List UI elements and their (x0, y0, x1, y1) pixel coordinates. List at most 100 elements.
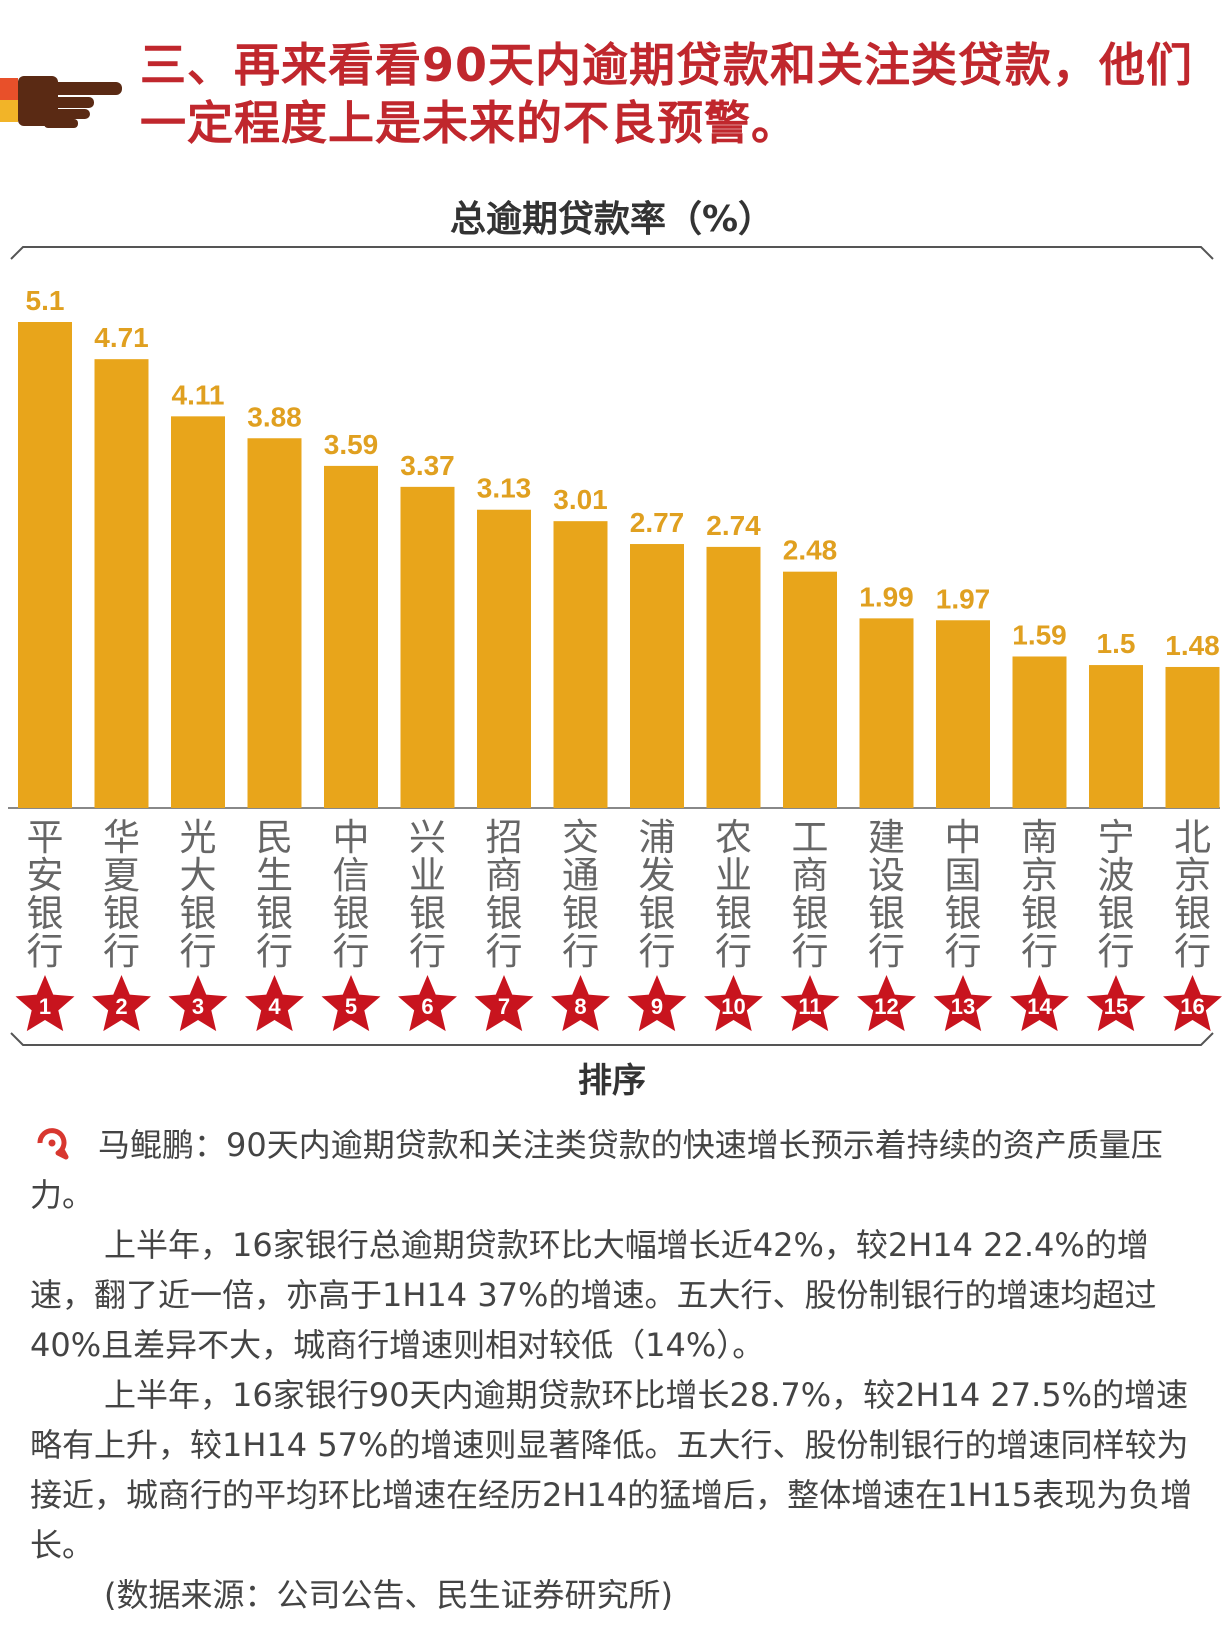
rank-star-icon-2 (92, 975, 151, 1032)
svg-text:大: 大 (180, 854, 217, 897)
svg-text:行: 行 (639, 930, 676, 973)
rank-star-icon-11 (780, 975, 840, 1032)
svg-text:北: 北 (1174, 816, 1211, 859)
svg-text:商: 商 (486, 854, 523, 897)
bar-2 (94, 359, 149, 808)
svg-text:南: 南 (1021, 816, 1058, 859)
svg-text:中: 中 (945, 816, 982, 859)
svg-text:行: 行 (792, 930, 829, 973)
commentary: 马鲲鹏：90天内逾期贷款和关注类贷款的快速增长预示着持续的资产质量压力。 上半年… (30, 1120, 1200, 1620)
value-label-9: 2.77 (630, 507, 685, 538)
value-label-5: 3.59 (324, 429, 379, 460)
rank-star-icon-15 (1086, 975, 1146, 1032)
svg-text:行: 行 (1174, 930, 1211, 973)
rank-star-icon-10 (704, 975, 763, 1032)
bar-9 (630, 544, 684, 808)
paragraph-1: 上半年，16家银行总逾期贷款环比大幅增长近42%，较2H14 22.4%的增速，… (30, 1226, 1157, 1364)
svg-text:银: 银 (868, 892, 905, 935)
rank-star-icon-13 (933, 975, 993, 1032)
bar-6 (400, 486, 455, 808)
bar-13 (936, 620, 990, 808)
svg-text:银: 银 (409, 892, 446, 935)
svg-text:行: 行 (715, 930, 752, 973)
value-label-11: 2.48 (783, 535, 838, 566)
svg-text:行: 行 (409, 930, 446, 973)
value-label-2: 4.71 (94, 322, 149, 353)
rank-number-16: 16 (1180, 994, 1204, 1019)
value-label-8: 3.01 (553, 484, 608, 515)
rank-star-icon-14 (1010, 975, 1069, 1032)
bar-12 (859, 618, 914, 808)
svg-text:建: 建 (868, 816, 905, 859)
header: 三、再来看看90天内逾期贷款和关注类贷款，他们一定程度上是未来的不良预警。 (0, 0, 1224, 175)
svg-text:银: 银 (1098, 892, 1135, 935)
value-label-16: 1.48 (1165, 630, 1220, 661)
svg-text:平: 平 (27, 816, 64, 859)
value-label-13: 1.97 (936, 583, 991, 614)
rank-number-10: 10 (721, 994, 745, 1019)
svg-text:行: 行 (868, 930, 905, 973)
svg-text:业: 业 (409, 854, 446, 897)
value-label-4: 3.88 (247, 401, 302, 432)
svg-text:银: 银 (27, 892, 64, 935)
rank-number-9: 9 (651, 994, 663, 1019)
svg-text:行: 行 (562, 930, 599, 973)
svg-text:信: 信 (333, 854, 370, 897)
svg-text:行: 行 (1021, 930, 1058, 973)
svg-text:宁: 宁 (1098, 816, 1135, 859)
svg-text:农: 农 (715, 816, 752, 859)
bar-5 (324, 465, 378, 808)
svg-text:光: 光 (180, 816, 217, 859)
value-label-6: 3.37 (400, 450, 455, 481)
svg-text:行: 行 (180, 930, 217, 973)
bar-11 (783, 571, 837, 808)
rank-number-4: 4 (268, 994, 281, 1019)
svg-text:行: 行 (27, 930, 64, 973)
rank-number-14: 14 (1027, 994, 1052, 1019)
value-label-12: 1.99 (859, 581, 914, 612)
svg-text:行: 行 (256, 930, 293, 973)
rank-number-15: 15 (1104, 994, 1128, 1019)
value-label-7: 3.13 (477, 473, 532, 504)
rank-star-icon-6 (398, 975, 457, 1032)
value-label-1: 5.1 (26, 285, 65, 316)
top-bracket-line (10, 246, 1214, 260)
svg-text:银: 银 (562, 892, 599, 935)
axis-caption: 排序 (578, 1061, 646, 1101)
rank-star-icon-3 (168, 975, 228, 1032)
rank-star-icon-1 (15, 975, 75, 1032)
svg-text:行: 行 (103, 930, 140, 973)
rank-number-7: 7 (498, 994, 510, 1019)
rank-star-icon-16 (1163, 975, 1222, 1032)
rank-star-icon-7 (474, 975, 534, 1032)
bar-1 (18, 322, 72, 808)
svg-text:夏: 夏 (103, 854, 140, 897)
svg-text:银: 银 (103, 892, 140, 935)
rank-number-3: 3 (192, 994, 204, 1019)
svg-text:国: 国 (945, 854, 982, 897)
value-label-14: 1.59 (1012, 619, 1067, 650)
paragraph-2: 上半年，16家银行90天内逾期贷款环比增长28.7%，较2H14 27.5%的增… (30, 1376, 1193, 1564)
bottom-bracket-line (10, 1032, 1214, 1046)
svg-text:银: 银 (256, 892, 293, 935)
svg-text:银: 银 (333, 892, 370, 935)
speech-bubble-icon (37, 1128, 69, 1160)
svg-text:行: 行 (1098, 930, 1135, 973)
bar-10 (706, 546, 761, 808)
rank-number-6: 6 (421, 994, 433, 1019)
rank-star-icon-4 (245, 975, 304, 1032)
value-label-15: 1.5 (1097, 628, 1136, 659)
svg-text:京: 京 (1021, 854, 1058, 897)
